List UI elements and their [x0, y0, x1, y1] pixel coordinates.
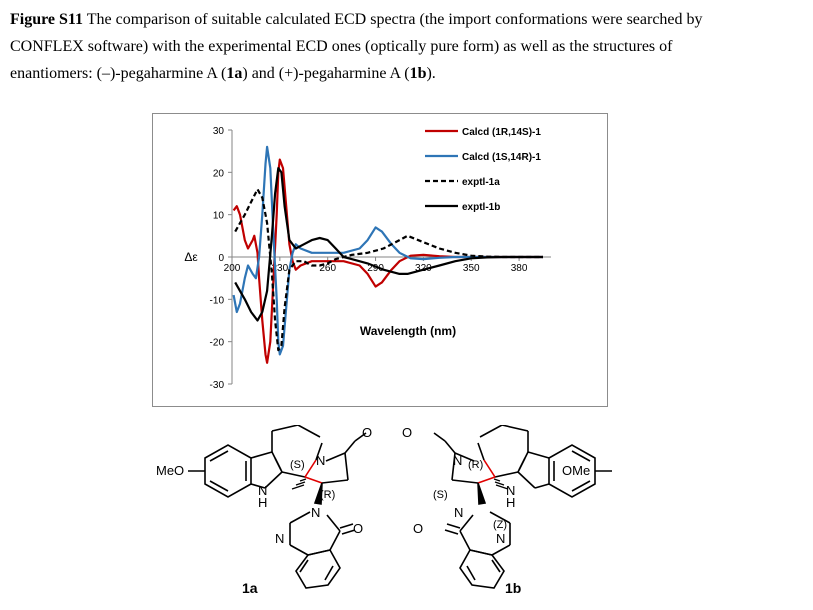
labels-1a: MeO N H N O (S) (R) N N O 1a — [156, 425, 372, 596]
chemical-structures: MeO N H N O (S) (R) N N O 1a — [156, 425, 612, 596]
series-line-2 — [234, 188, 543, 352]
x-tick-label: 350 — [463, 263, 480, 274]
stereo-r-label-b: (R) — [468, 459, 483, 471]
y-tick-label: -30 — [210, 380, 225, 391]
indole-n-label-b: N — [506, 483, 515, 498]
x-tick-label: 380 — [511, 263, 528, 274]
legend-label-3: exptl-1b — [462, 202, 500, 213]
x-tick-label: 320 — [415, 263, 432, 274]
ecd-chart-frame: 30 20 10 0 -10 -20 -30 200 230 260 290 320 350 380 Ca… — [152, 113, 608, 407]
caption-text-1: The comparison of suitable calculated EC… — [83, 11, 703, 28]
x-tick-label: 230 — [272, 263, 289, 274]
indole-h-label: H — [258, 495, 267, 510]
legend: Calcd (1R,14S)-1 Calcd (1S,14R)-1 exptl-1a… — [425, 127, 541, 213]
stereo-s-label-b: (S) — [433, 489, 448, 501]
stereo-s-label: (S) — [290, 459, 305, 471]
methoxy-label-b: OMe — [562, 463, 590, 478]
caption-text-3a: enantiomers: (–)-pegaharmine A ( — [10, 65, 227, 82]
y-axis-label: Δε — [184, 250, 198, 264]
lactam-n-label: N — [316, 453, 325, 468]
structure-1a — [204, 425, 367, 589]
series-group — [232, 145, 543, 364]
compound-ref-1b: 1b — [409, 65, 427, 82]
quinazoline-n2-label: N — [275, 531, 284, 546]
structure-1b — [433, 425, 612, 589]
lactam-o-label-b: O — [402, 425, 412, 440]
caption-line-3: enantiomers: (–)-pegaharmine A (1a) and … — [10, 60, 805, 87]
stereo-z-label-b: (Z) — [493, 519, 507, 531]
legend-label-2: exptl-1a — [462, 177, 500, 188]
figure-label: Figure S11 — [10, 11, 84, 28]
legend-label-1: Calcd (1S,14R)-1 — [462, 152, 541, 163]
compound-ref-1a: 1a — [226, 65, 243, 82]
x-tick-label: 260 — [319, 263, 336, 274]
axes: 30 20 10 0 -10 -20 -30 200 230 260 290 320 350 380 — [210, 126, 551, 391]
x-tick-label: 290 — [367, 263, 384, 274]
y-tick-label: 20 — [213, 168, 225, 179]
x-axis-label: Wavelength (nm) — [360, 324, 456, 338]
ecd-chart: 30 20 10 0 -10 -20 -30 200 230 260 290 320 350 380 Ca… — [184, 126, 551, 391]
caption-line-1: Figure S11 The comparison of suitable ca… — [10, 6, 805, 33]
caption-text-3b: ) and (+)-pegaharmine A ( — [242, 65, 410, 82]
series-line-3 — [234, 167, 543, 322]
legend-label-0: Calcd (1R,14S)-1 — [462, 127, 541, 138]
caption-line-2: CONFLEX software) with the experimental … — [10, 38, 673, 55]
lactam-o-label: O — [362, 425, 372, 440]
y-tick-label: 10 — [213, 211, 225, 222]
stereo-r-label: (R) — [320, 489, 335, 501]
indole-n-label: N — [258, 483, 267, 498]
compound-label-1b: 1b — [505, 580, 521, 596]
figure-caption: Figure S11 The comparison of suitable ca… — [10, 6, 805, 87]
quinazolinone-o-label: O — [353, 521, 363, 536]
indole-h-label-b: H — [506, 495, 515, 510]
y-tick-label: 30 — [213, 126, 225, 137]
labels-1b: OMe N H N O (R) (S) N (Z) N O 1b — [402, 425, 590, 596]
y-tick-label: -20 — [210, 338, 225, 349]
caption-text-3c: ). — [426, 65, 436, 82]
quinazoline-n1-label: N — [311, 505, 320, 520]
y-tick-label: -10 — [210, 295, 225, 306]
quinazoline-n2-label-b: N — [496, 531, 505, 546]
quinazoline-n1-label-b: N — [454, 505, 463, 520]
x-tick-label: 200 — [224, 263, 241, 274]
y-tick-label: 0 — [218, 253, 224, 264]
methoxy-label: MeO — [156, 463, 184, 478]
lactam-n-label-b: N — [453, 453, 462, 468]
compound-label-1a: 1a — [242, 580, 258, 596]
quinazolinone-o-label-b: O — [413, 521, 423, 536]
